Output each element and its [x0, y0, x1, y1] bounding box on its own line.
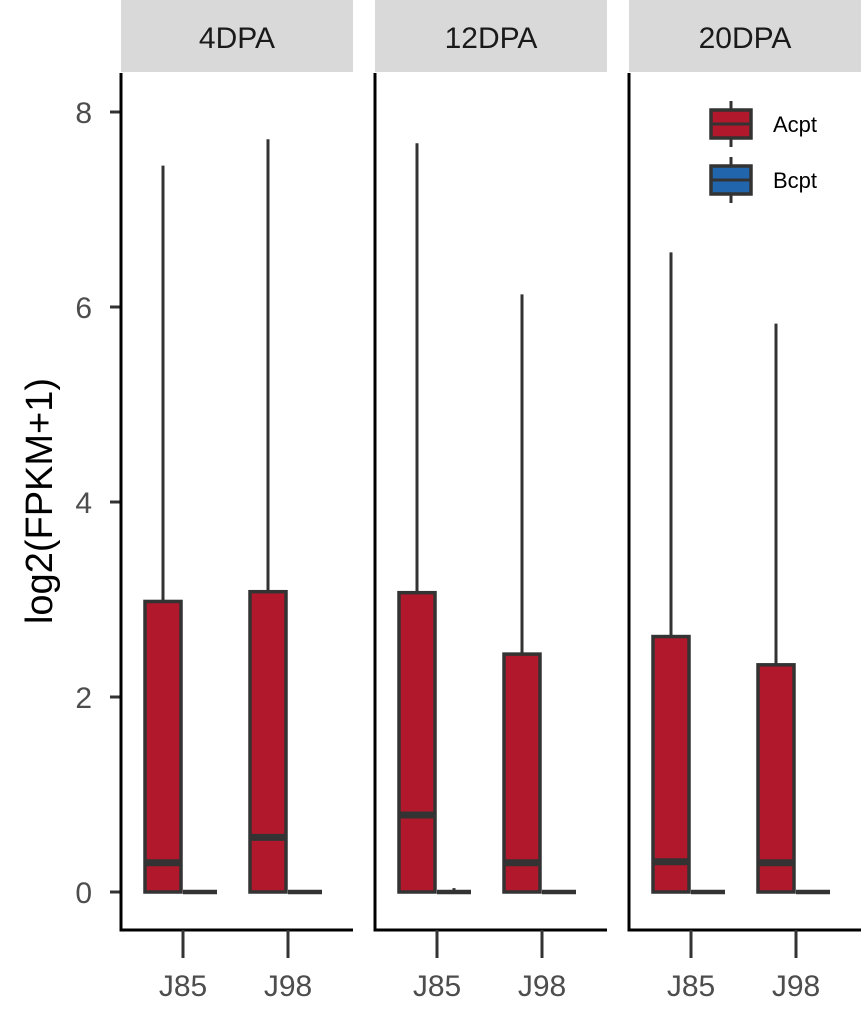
box-J98-Acpt	[502, 294, 542, 894]
box-body	[143, 599, 183, 894]
facet-strip-background	[375, 0, 607, 72]
x-tick-label: J98	[264, 970, 312, 1003]
box-J85-Bcpt	[437, 888, 471, 895]
legend-label: Bcpt	[773, 168, 817, 193]
x-tick-label: J85	[413, 970, 461, 1003]
box-body	[397, 590, 437, 894]
facet-strip-label: 4DPA	[199, 22, 275, 55]
facet-strip-background	[121, 0, 353, 72]
facet-strip-label: 20DPA	[699, 22, 792, 55]
facet-strip-background	[629, 0, 861, 72]
y-tick-label: 8	[75, 97, 92, 130]
box-J85-Acpt	[143, 165, 183, 894]
y-tick-label: 0	[75, 877, 92, 910]
box-body	[756, 663, 796, 894]
x-tick-label: J85	[159, 970, 207, 1003]
x-tick-label: J85	[667, 970, 715, 1003]
facet-panels: J85 J98 J85 J98 J85 J98	[119, 73, 861, 1003]
box-body	[248, 589, 288, 894]
x-tick-label: J98	[518, 970, 566, 1003]
box-body	[502, 652, 542, 894]
box-body	[651, 634, 691, 894]
y-tick-label: 6	[75, 292, 92, 325]
y-axis-label: log2(FPKM+1)	[19, 378, 61, 624]
box-J98-Acpt	[756, 323, 796, 894]
box-J85-Acpt	[397, 143, 437, 894]
box-J85-Acpt	[651, 252, 691, 894]
facet-strip-label: 12DPA	[445, 22, 538, 55]
y-axis: 0 2 4 6 8 log2(FPKM+1)	[19, 97, 121, 910]
y-tick-label: 2	[75, 682, 92, 715]
legend: Acpt Bcpt	[709, 101, 817, 203]
box-J98-Acpt	[248, 139, 288, 894]
legend-label: Acpt	[773, 112, 817, 137]
y-tick-label: 4	[75, 487, 92, 520]
facet-strips: 4DPA 12DPA 20DPA	[121, 0, 861, 72]
x-tick-label: J98	[772, 970, 820, 1003]
